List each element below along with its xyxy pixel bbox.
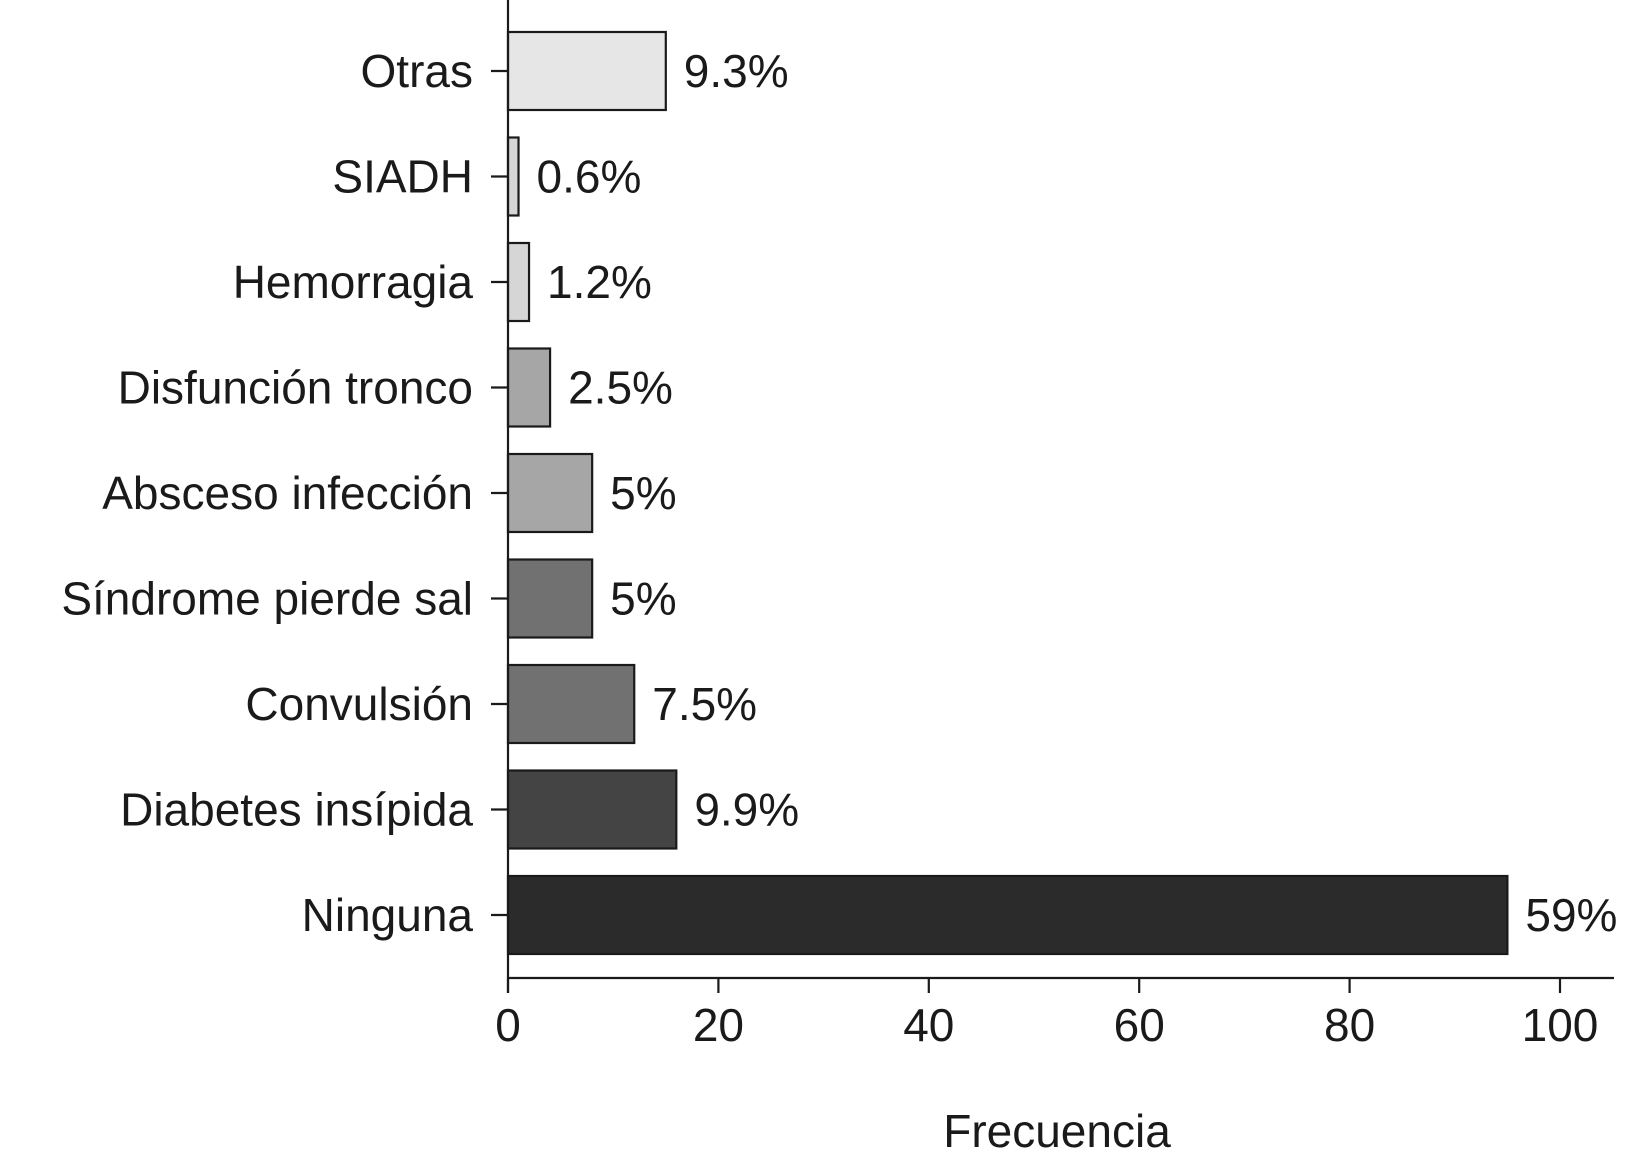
data-label: 9.3% bbox=[684, 45, 789, 97]
category-label: Ninguna bbox=[302, 889, 474, 941]
x-tick-label: 40 bbox=[903, 999, 954, 1051]
data-label: 0.6% bbox=[537, 151, 642, 203]
x-tick-label: 100 bbox=[1522, 999, 1599, 1051]
category-label: SIADH bbox=[332, 151, 473, 203]
category-label: Disfunción tronco bbox=[118, 362, 473, 414]
data-label: 5% bbox=[610, 573, 676, 625]
x-axis-title: Frecuencia bbox=[943, 1105, 1171, 1157]
bar bbox=[506, 769, 678, 850]
bar bbox=[506, 663, 636, 745]
data-label: 5% bbox=[610, 467, 676, 519]
data-label: 7.5% bbox=[652, 678, 757, 730]
bar bbox=[506, 30, 667, 112]
category-label: Convulsión bbox=[245, 678, 473, 730]
bar bbox=[506, 874, 1509, 956]
axes-layer: 0 20 40 60 80 100 Ninguna Diabetes insípida Conv… bbox=[61, 0, 1614, 1051]
category-label: Síndrome pierde sal bbox=[61, 573, 473, 625]
bar bbox=[506, 347, 552, 428]
data-label: 2.5% bbox=[568, 362, 673, 414]
data-label: 59% bbox=[1525, 889, 1617, 941]
bars-layer: 59% 9.9% 7.5% 5% 5% 2.5% 1.2% 0.6% 9.3% bbox=[506, 30, 1617, 956]
category-label: Otras bbox=[361, 45, 473, 97]
data-label: 9.9% bbox=[694, 784, 799, 836]
x-tick-label: 20 bbox=[693, 999, 744, 1051]
bar bbox=[506, 452, 594, 534]
category-label: Hemorragia bbox=[233, 256, 474, 308]
category-label: Diabetes insípida bbox=[120, 784, 473, 836]
bar bbox=[506, 241, 531, 323]
bar bbox=[506, 136, 520, 217]
x-tick-label: 80 bbox=[1324, 999, 1375, 1051]
bar bbox=[506, 558, 594, 639]
category-label: Absceso infección bbox=[102, 467, 473, 519]
x-tick-label: 0 bbox=[495, 999, 521, 1051]
data-label: 1.2% bbox=[547, 256, 652, 308]
x-tick-label: 60 bbox=[1114, 999, 1165, 1051]
